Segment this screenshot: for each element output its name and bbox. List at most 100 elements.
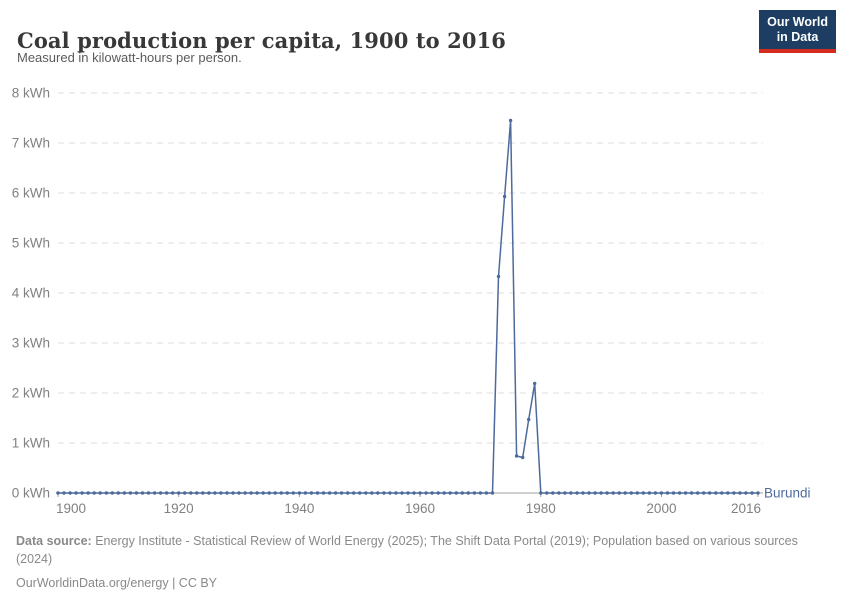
data-point[interactable] bbox=[364, 491, 368, 495]
data-point[interactable] bbox=[557, 491, 561, 495]
entity-label[interactable]: Burundi bbox=[764, 486, 811, 501]
data-point[interactable] bbox=[285, 491, 289, 495]
data-point[interactable] bbox=[708, 491, 712, 495]
data-point[interactable] bbox=[237, 491, 241, 495]
data-point[interactable] bbox=[418, 491, 422, 495]
data-point[interactable] bbox=[738, 491, 742, 495]
data-point[interactable] bbox=[442, 491, 446, 495]
data-point[interactable] bbox=[484, 491, 489, 495]
data-point[interactable] bbox=[86, 491, 90, 495]
data-point[interactable] bbox=[346, 491, 350, 495]
data-point[interactable] bbox=[641, 491, 645, 495]
data-point[interactable] bbox=[587, 491, 591, 495]
data-point[interactable] bbox=[454, 491, 458, 495]
data-point[interactable] bbox=[653, 491, 658, 495]
data-point[interactable] bbox=[56, 491, 60, 495]
data-point[interactable] bbox=[279, 491, 283, 495]
data-point[interactable] bbox=[358, 491, 362, 495]
data-point[interactable] bbox=[527, 417, 531, 422]
data-point[interactable] bbox=[617, 491, 621, 495]
data-point[interactable] bbox=[720, 491, 724, 495]
data-point[interactable] bbox=[267, 491, 271, 495]
data-point[interactable] bbox=[140, 491, 145, 495]
data-point[interactable] bbox=[273, 491, 277, 495]
data-point[interactable] bbox=[80, 491, 84, 495]
data-point[interactable] bbox=[158, 491, 163, 495]
data-point[interactable] bbox=[593, 491, 597, 495]
data-point[interactable] bbox=[490, 491, 495, 495]
data-point[interactable] bbox=[424, 491, 428, 495]
data-point[interactable] bbox=[412, 491, 416, 495]
data-point[interactable] bbox=[98, 491, 102, 495]
data-point[interactable] bbox=[714, 491, 718, 495]
data-point[interactable] bbox=[134, 491, 139, 495]
owid-logo[interactable]: Our World in Data bbox=[759, 10, 836, 53]
data-point[interactable] bbox=[744, 491, 748, 495]
data-point[interactable] bbox=[466, 491, 470, 495]
data-point[interactable] bbox=[750, 491, 754, 495]
data-point[interactable] bbox=[605, 491, 609, 495]
data-point[interactable] bbox=[321, 491, 326, 495]
data-point[interactable] bbox=[122, 491, 127, 495]
data-point[interactable] bbox=[231, 491, 235, 495]
data-point[interactable] bbox=[545, 491, 549, 495]
data-point[interactable] bbox=[623, 491, 627, 495]
data-point[interactable] bbox=[68, 491, 72, 495]
data-point[interactable] bbox=[128, 491, 133, 495]
data-point[interactable] bbox=[249, 491, 253, 495]
data-point[interactable] bbox=[225, 491, 229, 495]
data-point[interactable] bbox=[726, 491, 730, 495]
data-point[interactable] bbox=[406, 491, 410, 495]
data-point[interactable] bbox=[339, 491, 344, 495]
data-point[interactable] bbox=[394, 491, 398, 495]
data-point[interactable] bbox=[315, 491, 320, 495]
data-point[interactable] bbox=[702, 491, 706, 495]
data-point[interactable] bbox=[599, 491, 603, 495]
data-point[interactable] bbox=[756, 491, 760, 495]
data-point[interactable] bbox=[448, 491, 452, 495]
data-point[interactable] bbox=[689, 491, 694, 495]
data-point[interactable] bbox=[696, 491, 700, 495]
data-point[interactable] bbox=[478, 491, 483, 495]
data-point[interactable] bbox=[291, 491, 295, 495]
data-point[interactable] bbox=[177, 491, 181, 495]
data-point[interactable] bbox=[164, 491, 169, 495]
data-point[interactable] bbox=[635, 491, 639, 495]
data-point[interactable] bbox=[171, 491, 175, 495]
data-point[interactable] bbox=[327, 491, 332, 495]
data-point[interactable] bbox=[189, 491, 193, 495]
data-point[interactable] bbox=[352, 491, 356, 495]
data-point[interactable] bbox=[611, 491, 615, 495]
data-point[interactable] bbox=[514, 454, 519, 458]
data-point[interactable] bbox=[309, 491, 314, 495]
data-point[interactable] bbox=[62, 491, 66, 495]
data-point[interactable] bbox=[659, 491, 664, 495]
data-point[interactable] bbox=[533, 381, 537, 386]
data-point[interactable] bbox=[333, 491, 338, 495]
data-point[interactable] bbox=[116, 491, 121, 495]
data-point[interactable] bbox=[243, 491, 247, 495]
data-point[interactable] bbox=[563, 491, 567, 495]
data-point[interactable] bbox=[677, 491, 682, 495]
data-point[interactable] bbox=[201, 491, 205, 495]
data-point[interactable] bbox=[303, 491, 308, 495]
data-point[interactable] bbox=[92, 491, 96, 495]
data-point[interactable] bbox=[539, 491, 543, 495]
data-point[interactable] bbox=[388, 491, 392, 495]
data-point[interactable] bbox=[213, 491, 217, 495]
data-point[interactable] bbox=[376, 491, 380, 495]
data-point[interactable] bbox=[671, 491, 676, 495]
data-point[interactable] bbox=[551, 491, 555, 495]
data-point[interactable] bbox=[207, 491, 211, 495]
data-point[interactable] bbox=[496, 274, 501, 279]
data-point[interactable] bbox=[110, 491, 115, 495]
data-point[interactable] bbox=[104, 491, 109, 495]
data-point[interactable] bbox=[472, 491, 477, 495]
data-point[interactable] bbox=[629, 491, 633, 495]
data-point[interactable] bbox=[521, 455, 525, 460]
data-point[interactable] bbox=[146, 491, 151, 495]
data-point[interactable] bbox=[647, 491, 652, 495]
data-point[interactable] bbox=[508, 118, 513, 123]
data-point[interactable] bbox=[430, 491, 434, 495]
data-point[interactable] bbox=[74, 491, 78, 495]
